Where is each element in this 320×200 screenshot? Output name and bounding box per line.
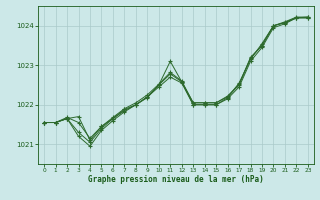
X-axis label: Graphe pression niveau de la mer (hPa): Graphe pression niveau de la mer (hPa) [88,175,264,184]
